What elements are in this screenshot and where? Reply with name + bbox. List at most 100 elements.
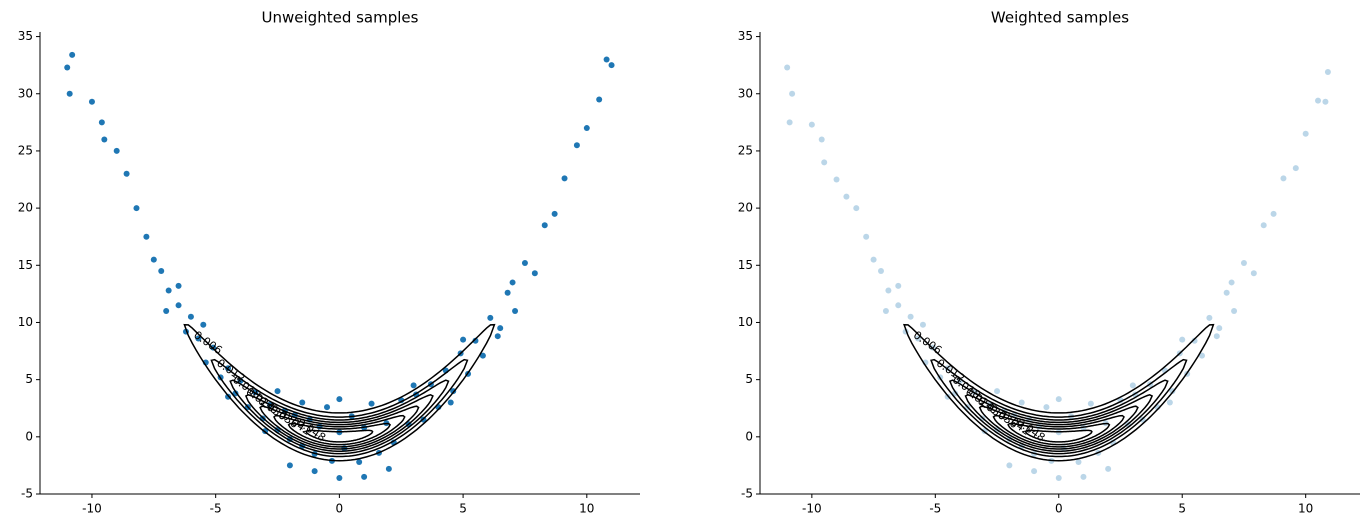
point [521, 260, 528, 266]
point [1129, 382, 1136, 389]
point [541, 222, 548, 229]
y-tick-label: 30 [738, 86, 753, 100]
point [784, 64, 791, 71]
point [1198, 352, 1205, 359]
y-tick-label: 30 [18, 86, 33, 100]
point [113, 147, 120, 154]
point [1031, 468, 1038, 475]
point [187, 313, 194, 320]
point [311, 468, 318, 475]
point [1075, 458, 1082, 465]
point [786, 119, 793, 126]
x-tick-label: 5 [1178, 502, 1186, 516]
point [1055, 396, 1062, 403]
point [1231, 308, 1238, 315]
contour-line [964, 393, 1154, 452]
x-tick-label: -5 [929, 502, 941, 516]
point [789, 90, 796, 97]
y-tick-label: -5 [741, 487, 753, 501]
plot: Unweighted samples 0.0060.0120.0180.0240.… [18, 9, 640, 516]
point [1260, 222, 1267, 229]
x-tick-label: 5 [459, 502, 467, 516]
point [385, 465, 392, 472]
point [882, 308, 889, 315]
contour-line [1007, 422, 1111, 446]
point [123, 170, 130, 177]
point [994, 388, 1001, 395]
point [1105, 465, 1112, 472]
point [512, 308, 519, 315]
point [1223, 289, 1230, 296]
point [863, 233, 870, 240]
point [175, 302, 182, 309]
point [472, 337, 479, 344]
point [1191, 337, 1198, 344]
contour-line [183, 323, 496, 462]
y-tick-label: 35 [18, 29, 33, 43]
point [143, 233, 150, 240]
point [324, 404, 331, 411]
y-tick-label: 15 [738, 258, 753, 272]
point [368, 400, 375, 407]
contour-line [305, 429, 374, 443]
point [133, 205, 140, 212]
point [1179, 336, 1186, 343]
y-tick-label: 25 [738, 143, 753, 157]
point [163, 308, 170, 315]
point [821, 159, 828, 166]
contour-line [1024, 429, 1093, 443]
points [64, 51, 615, 481]
point [487, 314, 494, 321]
point [497, 325, 504, 332]
point [1206, 314, 1213, 321]
point [603, 56, 610, 63]
y-tick-label: 0 [745, 429, 753, 443]
point [531, 270, 538, 277]
point [818, 136, 825, 143]
point [1080, 473, 1087, 480]
point [1055, 474, 1062, 481]
point [1216, 325, 1223, 332]
point [1087, 400, 1094, 407]
point [494, 333, 501, 340]
point [158, 268, 165, 275]
point [64, 64, 71, 71]
contour-line [978, 405, 1139, 450]
contour-label: 0.006 [911, 328, 944, 357]
point [573, 142, 580, 149]
point [843, 193, 850, 200]
point [200, 321, 207, 328]
point [1006, 462, 1013, 469]
point [88, 98, 95, 105]
point [101, 136, 108, 143]
contour-line [930, 358, 1188, 458]
contour-line [259, 405, 420, 450]
point [410, 382, 417, 389]
point [808, 121, 815, 128]
plot: Weighted samples 0.0060.0120.0180.0240.03… [738, 9, 1360, 516]
y-tick-label: 5 [25, 372, 33, 386]
point [69, 51, 76, 58]
y-tick-label: 25 [18, 143, 33, 157]
point [1322, 98, 1329, 105]
point [919, 321, 926, 328]
point [175, 282, 182, 289]
point [1324, 69, 1331, 76]
point [1240, 260, 1247, 266]
point [460, 336, 467, 343]
point [509, 279, 516, 286]
point [165, 287, 172, 294]
x-tick-label: -10 [82, 502, 102, 516]
x-tick-label: 10 [1298, 502, 1313, 516]
y-tick-label: 20 [738, 201, 753, 215]
point [853, 205, 860, 212]
point [1228, 279, 1235, 286]
point [286, 462, 293, 469]
y-tick-label: 20 [18, 201, 33, 215]
contour-line [992, 414, 1125, 448]
point [1043, 404, 1050, 411]
y-tick-label: 5 [745, 372, 753, 386]
